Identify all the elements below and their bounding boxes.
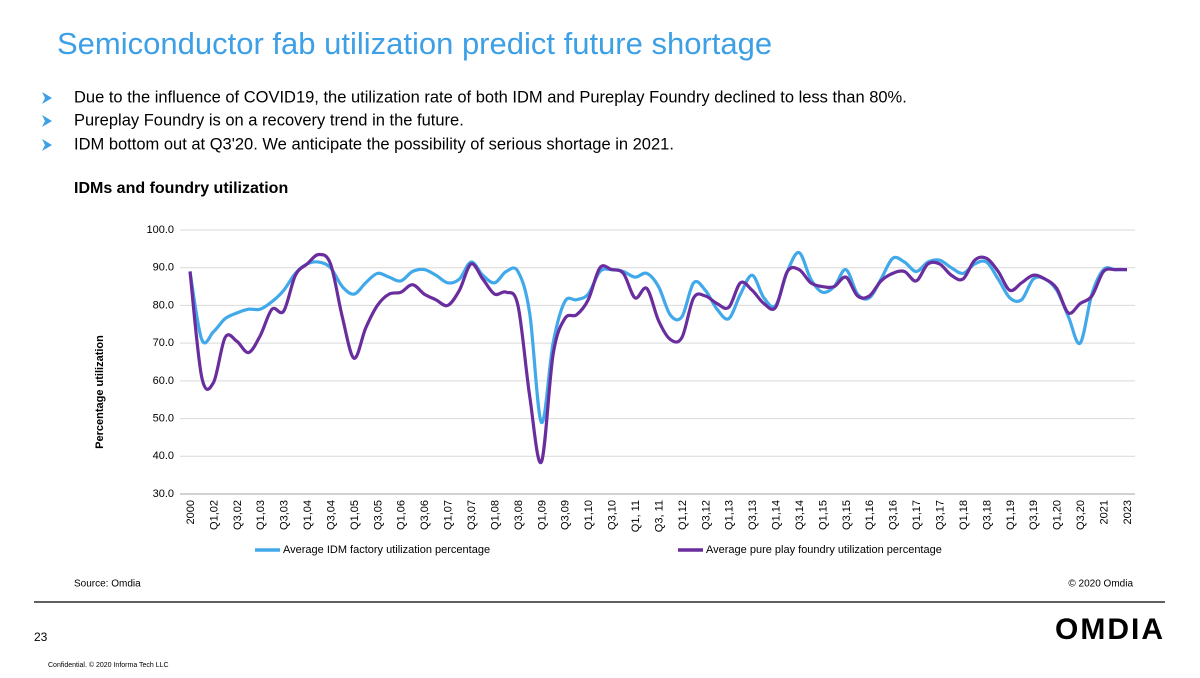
x-tick-label: Q1,02 <box>208 500 220 530</box>
x-tick-label: Q3,20 <box>1075 500 1087 530</box>
x-tick-label: Q3,12 <box>700 500 712 530</box>
x-tick-label: Q1,17 <box>911 500 923 530</box>
y-tick-label: 40.0 <box>153 450 174 462</box>
x-tick-label: Q1,03 <box>255 500 267 530</box>
x-tick-label: Q1,04 <box>302 500 314 530</box>
x-tick-label: Q1,05 <box>349 500 361 530</box>
y-tick-label: 70.0 <box>153 337 174 349</box>
x-tick-label: Q1,20 <box>1052 500 1064 530</box>
x-tick-label: Q3,16 <box>888 500 900 530</box>
bullet: IDM bottom out at Q3'20. We anticipate t… <box>74 135 674 153</box>
page-number: 23 <box>34 630 48 644</box>
bullet: Pureplay Foundry is on a recovery trend … <box>74 111 464 129</box>
x-tick-label: Q3,03 <box>279 500 291 530</box>
x-tick-label: 2023 <box>1122 500 1134 524</box>
x-tick-label: Q1,10 <box>583 500 595 530</box>
y-tick-label: 80.0 <box>153 299 174 311</box>
x-tick-label: Q1,08 <box>489 500 501 530</box>
x-tick-label: Q1,18 <box>958 500 970 530</box>
x-tick-label: Q3,08 <box>513 500 525 530</box>
bullet: Due to the influence of COVID19, the uti… <box>74 88 907 106</box>
copyright: © 2020 Omdia <box>1068 579 1133 590</box>
logo: OMDIA <box>1055 613 1165 646</box>
x-tick-label: Q3,13 <box>747 500 759 530</box>
x-tick-label: Q3,02 <box>232 500 244 530</box>
x-tick-label: 2000 <box>185 500 197 524</box>
y-tick-label: 60.0 <box>153 375 174 387</box>
x-tick-label: Q3,19 <box>1028 500 1040 530</box>
x-tick-label: Q3,14 <box>794 500 806 530</box>
x-tick-label: Q1,09 <box>536 500 548 530</box>
slide-title: Semiconductor fab utilization predict fu… <box>57 26 772 61</box>
chart-title: IDMs and foundry utilization <box>74 180 288 197</box>
legend-label: Average IDM factory utilization percenta… <box>283 544 490 556</box>
x-tick-label: Q3,07 <box>466 500 478 530</box>
bullet-list: Due to the influence of COVID19, the uti… <box>42 88 907 153</box>
x-tick-label: Q3,06 <box>419 500 431 530</box>
x-tick-label: Q3,10 <box>607 500 619 530</box>
x-tick-label: Q1, 11 <box>630 500 642 532</box>
x-tick-label: Q3,09 <box>560 500 572 530</box>
x-tick-label: Q3,04 <box>325 500 337 530</box>
x-tick-label: Q1,07 <box>443 500 455 530</box>
x-tick-label: Q1,14 <box>771 500 783 530</box>
x-tick-label: Q1,19 <box>1005 500 1017 530</box>
footer: Confidential. © 2020 Informa Tech LLC <box>48 661 169 669</box>
legend-label: Average pure play foundry utilization pe… <box>706 544 942 556</box>
x-tick-label: 2021 <box>1098 500 1110 524</box>
x-tick-label: Q1,12 <box>677 500 689 530</box>
x-tick-label: Q3,15 <box>841 500 853 530</box>
bullet-arrow <box>42 115 52 127</box>
x-tick-label: Q1,16 <box>864 500 876 530</box>
x-tick-label: Q3,18 <box>981 500 993 530</box>
x-tick-label: Q1,15 <box>817 500 829 530</box>
series-line <box>188 252 1128 465</box>
y-tick-label: 50.0 <box>153 412 174 424</box>
x-tick-label: Q3,05 <box>372 500 384 530</box>
y-axis-title: Percentage utilization <box>94 335 106 449</box>
y-tick-label: 30.0 <box>153 488 174 500</box>
y-tick-label: 100.0 <box>146 224 174 236</box>
x-tick-label: Q3, 11 <box>653 500 665 532</box>
y-tick-label: 90.0 <box>153 262 174 274</box>
x-tick-label: Q3,17 <box>935 500 947 530</box>
bullet-arrow <box>42 139 52 151</box>
x-tick-label: Q1,06 <box>396 500 408 530</box>
source: Source: Omdia <box>74 579 141 590</box>
bullet-arrow <box>42 92 52 104</box>
series-line <box>188 251 1127 424</box>
x-tick-label: Q1,13 <box>724 500 736 530</box>
